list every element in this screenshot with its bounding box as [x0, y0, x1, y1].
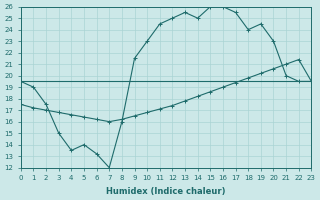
X-axis label: Humidex (Indice chaleur): Humidex (Indice chaleur)	[106, 187, 226, 196]
